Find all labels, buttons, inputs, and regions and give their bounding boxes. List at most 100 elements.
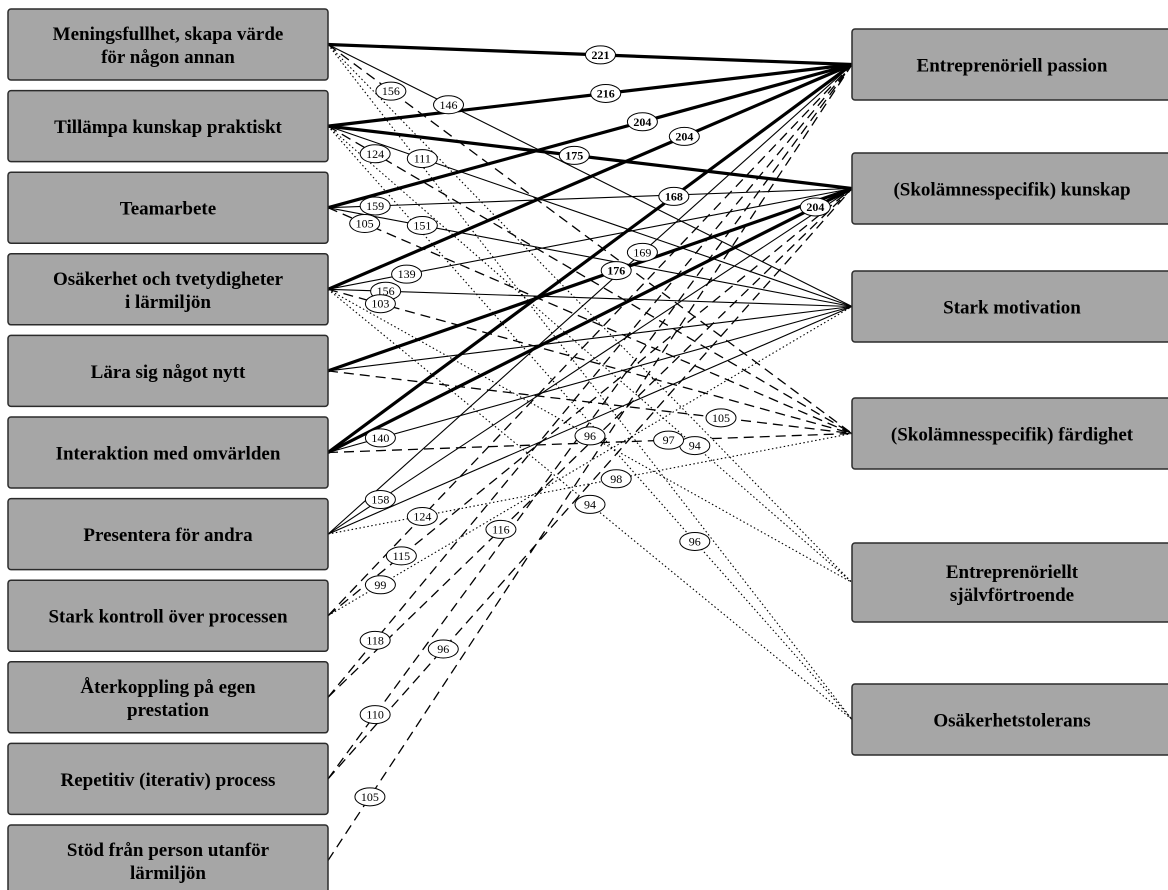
edge-label-ellipse (349, 214, 381, 234)
edge-label-ellipse (584, 45, 616, 65)
edge-label: 105 (349, 214, 381, 234)
node-label: Osäkerhet och tvetydigheter (53, 269, 284, 290)
node-box (851, 683, 1168, 756)
edge-label-ellipse (658, 186, 690, 206)
node-box (7, 334, 329, 408)
edge-tillampa-to-fardighet (327, 125, 853, 435)
edge-label-text: 169 (633, 245, 651, 259)
edge-label: 105 (354, 787, 386, 807)
edge-kontroll-to-passion (327, 64, 853, 617)
edge-label-text: 99 (374, 578, 386, 592)
edge-label: 99 (364, 575, 396, 595)
edge-meningsfullhet-to-sjalvfortroende (327, 44, 853, 583)
edge-label: 118 (359, 630, 391, 650)
edge-label-ellipse (364, 575, 396, 595)
edge-osakerhet-to-motivation (327, 288, 853, 308)
node-label: Osäkerhetstolerans (933, 711, 1090, 732)
edge-label: 156 (375, 81, 407, 101)
node-box (7, 89, 329, 163)
edge-label-ellipse (364, 294, 396, 314)
node-box (7, 497, 329, 571)
edge-label-text: 159 (366, 199, 384, 213)
left-node-teamarbete: Teamarbete (7, 171, 329, 244)
node-label: för någon annan (101, 47, 235, 68)
node-label: i lärmiljön (125, 292, 211, 313)
edge-label-text: 221 (591, 48, 609, 62)
edge-label-text: 146 (440, 98, 458, 112)
edge-label: 94 (679, 436, 711, 456)
node-box (7, 253, 329, 326)
edge-label-text: 94 (584, 497, 596, 511)
node-box (851, 542, 1168, 623)
edge-label: 176 (600, 261, 632, 281)
left-node-kontroll: Stark kontroll över processen (7, 579, 329, 652)
edge-label-text: 175 (565, 148, 583, 162)
edge-label-ellipse (799, 197, 831, 217)
edge-stod-to-passion (327, 64, 853, 861)
edge-label-ellipse (626, 242, 658, 262)
node-box (7, 171, 329, 244)
node-label: Återkoppling på egen (80, 677, 256, 698)
edge-label-text: 156 (382, 84, 400, 98)
edge-label-ellipse (574, 426, 606, 446)
node-label: Tillämpa kunskap praktiskt (54, 117, 282, 138)
edge-label: 204 (668, 126, 700, 146)
node-box (7, 661, 329, 734)
edge-label: 204 (799, 197, 831, 217)
edge-kontroll-to-kunskap (327, 187, 853, 617)
node-label: Stöd från person utanför (67, 840, 270, 861)
edge-label-text: 110 (366, 708, 384, 722)
edge-tillampa-to-kunskap (327, 124, 853, 191)
edge-presentera-to-fardighet (327, 432, 853, 535)
edge-label: 96 (427, 639, 459, 659)
node-label: Entreprenöriellt (946, 562, 1079, 583)
edge-label-text: 105 (356, 217, 374, 231)
node-box (7, 824, 329, 890)
edge-label-ellipse (653, 430, 685, 450)
edge-label: 110 (359, 705, 391, 725)
edge-label-ellipse (485, 519, 517, 539)
node-label: Meningsfullhet, skapa värde (53, 24, 284, 45)
right-node-motivation: Stark motivation (851, 270, 1168, 343)
edge-label-ellipse (406, 149, 438, 169)
edge-label-ellipse (626, 112, 658, 132)
edge-label-text: 139 (398, 267, 416, 281)
edge-label-ellipse (600, 469, 632, 489)
edge-label-ellipse (705, 408, 737, 428)
edge-label: 151 (406, 215, 438, 235)
edge-label-ellipse (600, 261, 632, 281)
edge-interaktion-to-kunskap (327, 187, 853, 454)
node-label: prestation (127, 700, 209, 721)
edge-presentera-to-kunskap (327, 188, 853, 535)
edge-label-text: 124 (413, 509, 431, 523)
right-node-osakerhetstolerans: Osäkerhetstolerans (851, 683, 1168, 756)
edge-label: 111 (406, 149, 438, 169)
edge-label-text: 118 (366, 633, 384, 647)
edge-label: 146 (433, 95, 465, 115)
right-node-passion: Entreprenöriell passion (851, 28, 1168, 101)
node-label: Entreprenöriell passion (917, 56, 1108, 77)
edge-tillampa-to-passion (327, 62, 853, 128)
node-box (7, 416, 329, 489)
edge-label: 158 (364, 490, 396, 510)
node-box (851, 397, 1168, 470)
edge-label-text: 140 (371, 431, 389, 445)
edge-label-ellipse (558, 145, 590, 165)
edge-label-text: 96 (689, 534, 701, 548)
edge-osakerhet-to-passion (327, 63, 853, 291)
edge-label-ellipse (375, 81, 407, 101)
node-box (7, 579, 329, 652)
edge-labels-layer: 221 146 156 216 175 111 124 94 96 204 159 151 105 204… (349, 45, 831, 807)
edge-label: 124 (359, 144, 391, 164)
edge-label-ellipse (364, 490, 396, 510)
edge-label-text: 124 (366, 147, 384, 161)
edge-label-ellipse (359, 630, 391, 650)
edge-label-ellipse (364, 428, 396, 448)
node-box (851, 152, 1168, 225)
edge-label-text: 204 (675, 129, 693, 143)
edge-label-text: 158 (371, 493, 389, 507)
